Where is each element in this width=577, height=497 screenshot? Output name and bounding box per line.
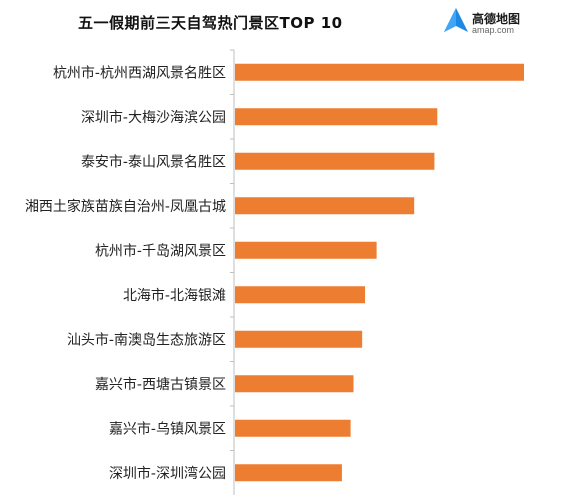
chart-title: 五一假期前三天自驾热门景区TOP 10 (78, 14, 343, 32)
category-label: 北海市-北海银滩 (123, 287, 226, 304)
category-label: 杭州市-杭州西湖风景名胜区 (53, 64, 226, 81)
bar (235, 330, 363, 348)
bar (235, 419, 351, 437)
amap-logo-name: 高德地图 (472, 12, 521, 26)
category-label: 湘西土家族苗族自治州-凤凰古城 (25, 198, 226, 215)
bar (235, 63, 524, 81)
bar (235, 375, 354, 393)
bar (235, 286, 366, 304)
amap-logo: 高德地图 amap.com (442, 6, 552, 40)
category-label: 泰安市-泰山风景名胜区 (81, 153, 226, 170)
amap-logo-domain: amap.com (472, 25, 515, 35)
bar (235, 152, 435, 170)
category-label: 深圳市-深圳湾公园 (109, 465, 226, 482)
category-label: 深圳市-大梅沙海滨公园 (81, 109, 226, 126)
category-label: 嘉兴市-乌镇风景区 (109, 420, 226, 437)
bar (235, 464, 342, 482)
category-label: 汕头市-南澳岛生态旅游区 (67, 331, 226, 348)
amap-logo-icon (444, 8, 468, 32)
bar (235, 241, 377, 259)
bar (235, 108, 438, 126)
category-label: 杭州市-千岛湖风景区 (95, 242, 226, 259)
category-label: 嘉兴市-西塘古镇景区 (95, 376, 226, 393)
bar (235, 197, 415, 215)
